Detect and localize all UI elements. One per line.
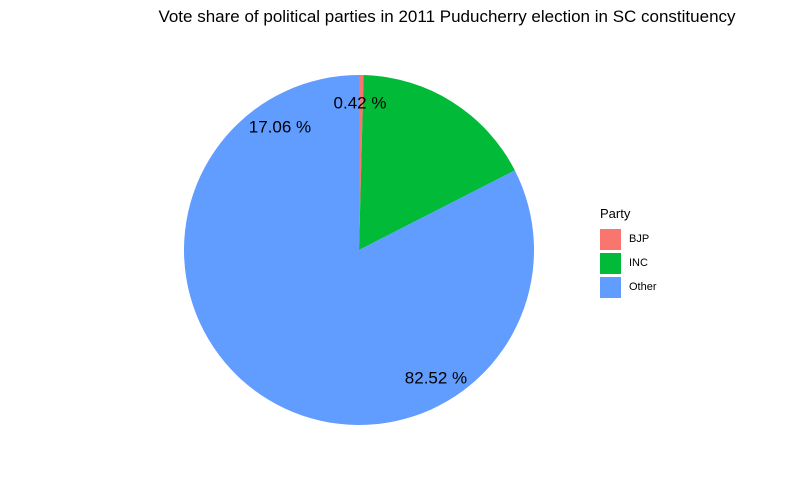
chart-title: Vote share of political parties in 2011 … (158, 7, 736, 26)
legend-title: Party (600, 206, 631, 221)
legend-swatch-other (600, 276, 621, 298)
pie-slice-inc (359, 75, 515, 250)
pie-slice-other (183, 75, 535, 425)
legend-label-inc: INC (629, 257, 648, 269)
legend-swatch-bjp (600, 228, 621, 250)
legend: Party BJP INC Other (600, 206, 657, 299)
legend-item-bjp: BJP (600, 227, 657, 251)
legend-swatch-inc (600, 252, 621, 274)
legend-item-inc: INC (600, 251, 657, 275)
data-label-other: 82.52 % (405, 368, 467, 387)
legend-label-bjp: BJP (629, 233, 650, 245)
data-label-bjp: 0.42 % (334, 93, 387, 112)
legend-item-other: Other (600, 275, 657, 299)
legend-label-other: Other (629, 281, 657, 293)
data-label-inc: 17.06 % (249, 117, 311, 136)
pie-slice-bjp (359, 75, 364, 250)
